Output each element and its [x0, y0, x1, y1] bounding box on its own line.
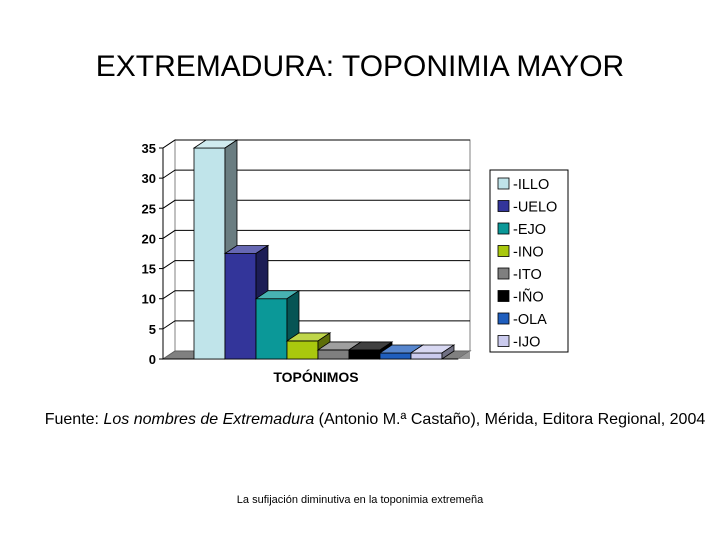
bar-ijo	[409, 344, 456, 360]
legend-label: -ITO	[513, 267, 542, 283]
bar-front	[224, 253, 257, 360]
y-tick-label: 0	[149, 352, 156, 367]
y-tick-label: 35	[142, 141, 156, 156]
gridline	[162, 320, 470, 330]
bar-front	[255, 298, 288, 360]
legend-label: -INO	[513, 245, 544, 261]
y-tick-label: 25	[142, 201, 156, 216]
chart-bars	[192, 139, 456, 360]
bar-ejo	[254, 289, 301, 360]
legend-label: -IJO	[513, 335, 540, 351]
bar-front	[286, 340, 319, 360]
y-tick-label: 30	[142, 171, 156, 186]
x-axis-label: TOPÓNIMOS	[273, 368, 358, 385]
legend-label: -ILLO	[513, 177, 549, 193]
y-tick-label: 15	[142, 262, 156, 277]
gridline	[162, 139, 470, 149]
legend-swatch	[497, 222, 510, 235]
legend-swatch	[497, 335, 510, 347]
legend-label: -UELO	[513, 200, 557, 216]
bar-front	[379, 352, 412, 360]
bar-front	[317, 349, 350, 360]
footer-caption: La sufijación diminutiva en la toponimia…	[236, 494, 484, 506]
legend-label: -EJO	[513, 222, 546, 238]
legend-label: -OLA	[513, 312, 547, 328]
legend-swatch	[497, 177, 510, 190]
slide-title: EXTREMADURA: TOPONIMIA MAYOR	[95, 50, 625, 83]
legend-swatch	[497, 290, 510, 302]
chart-gridlines	[162, 139, 470, 330]
y-tick-label: 20	[142, 231, 156, 246]
source-label: Fuente:	[44, 411, 99, 428]
gridline	[162, 229, 470, 239]
bar-side	[441, 344, 455, 360]
bar-front	[348, 349, 381, 360]
source-details: (Antonio M.ª Castaño), Mérida, Editora R…	[314, 411, 706, 428]
chart-legend: -ILLO -UELO -EJO -INO -ITO -IÑO -OLA -IJO	[489, 169, 569, 353]
bar-front	[193, 147, 226, 360]
legend-swatch	[497, 200, 510, 212]
gridline	[162, 260, 470, 269]
y-tick-label: 10	[142, 292, 156, 307]
legend-label: -IÑO	[513, 289, 544, 306]
y-tick-label: 5	[149, 322, 156, 337]
y-axis-ticks: 0 5 10 15 20 25 30 35	[142, 141, 163, 367]
side-wall	[162, 139, 176, 360]
legend-swatch	[497, 245, 510, 257]
legend-swatch	[497, 312, 510, 325]
gridline	[162, 290, 470, 300]
source-book-title: Los nombres de Extremadura	[103, 411, 315, 428]
legend-swatch	[497, 267, 510, 280]
floor-edge	[458, 351, 470, 359]
gridline	[162, 199, 470, 209]
gridline	[162, 169, 470, 179]
bar-front	[410, 352, 443, 360]
source-citation: Fuente: Los nombres de Extremadura (Anto…	[40, 408, 710, 432]
